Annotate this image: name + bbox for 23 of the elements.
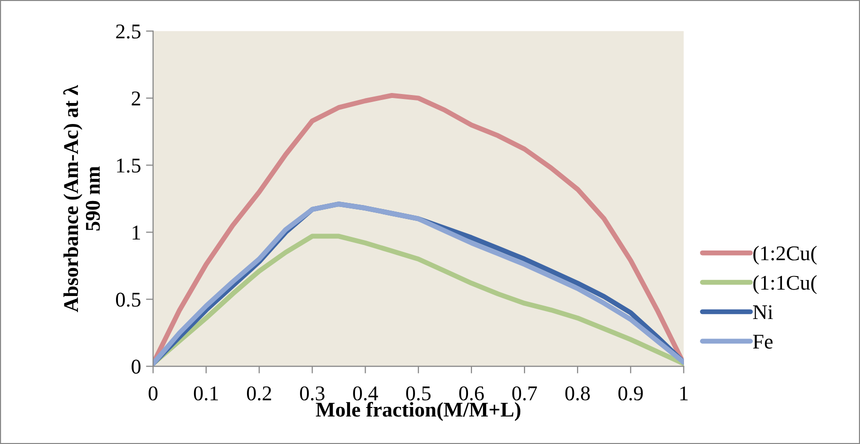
x-tick-label: 0 [148, 386, 158, 400]
x-tick-label: 0.1 [194, 386, 218, 400]
x-tick-label: 0.6 [459, 386, 484, 400]
x-tick-label: 0.7 [512, 386, 537, 400]
y-tick-label: 1 [132, 226, 140, 240]
y-tick-label: 0 [132, 360, 140, 374]
legend-label: (1:1Cu( [753, 275, 817, 294]
legend-label: Fe [753, 334, 773, 349]
x-tick-label: 1 [680, 386, 688, 400]
y-tick-label: 0.5 [116, 292, 140, 307]
x-axis-title: Mole fraction(M/M+L) [316, 402, 520, 421]
x-tick-label: 0.3 [300, 386, 324, 400]
legend-label: Ni [753, 305, 773, 320]
y-axis-title: Absorbance (Am-Ac) at λ 590 nm [63, 85, 100, 312]
x-tick-label: 0.2 [246, 386, 272, 400]
y-tick-label: 2.5 [116, 24, 140, 39]
x-tick-label: 0.5 [406, 386, 431, 400]
x-tick-label: 0.9 [618, 386, 643, 400]
y-tick-label: 2 [132, 92, 140, 106]
legend-label: (1:2Cu( [753, 246, 817, 265]
y-tick-label: 1.5 [117, 158, 140, 173]
x-tick-label: 0.8 [565, 386, 590, 400]
x-tick-label: 0.4 [353, 386, 378, 400]
